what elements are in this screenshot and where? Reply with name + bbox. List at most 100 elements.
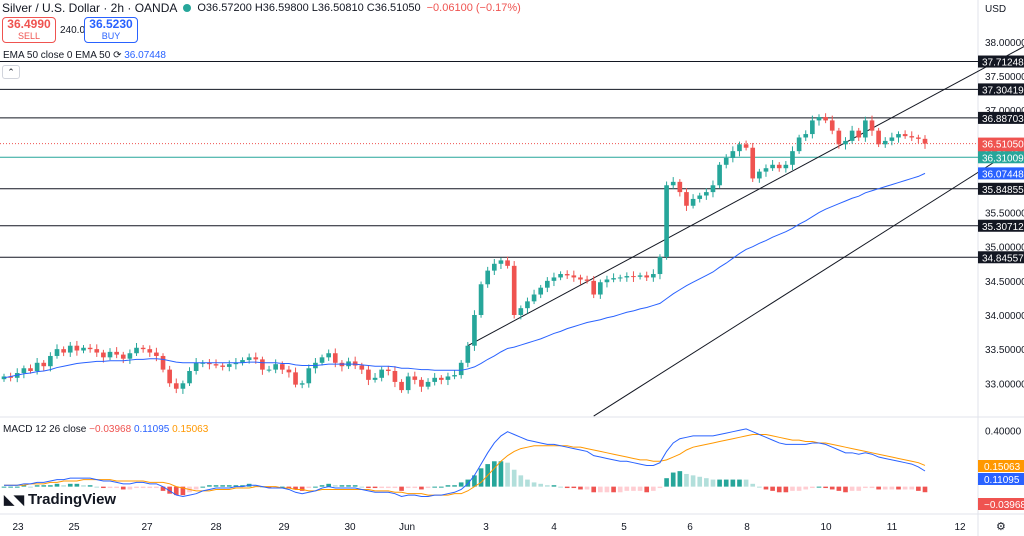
candle-body [140,347,146,350]
candles [1,113,928,394]
candle-body [478,284,484,315]
macd-histogram-bar [240,485,245,487]
candle-body [704,192,709,196]
macd-histogram-bar [770,486,775,491]
macd-histogram-bar [8,486,13,488]
macd-histogram-bar [452,485,457,487]
macd-histogram-bar [790,486,795,491]
sell-button[interactable]: 36.4990 SELL [2,17,56,43]
macd-histogram-bar [909,486,915,490]
candle-body [160,355,166,370]
candle-body [319,357,325,363]
macd-histogram-bar [670,472,676,487]
candle-body [94,349,100,353]
channel-lower-line [593,142,1024,417]
macd-histogram-bar [385,486,391,489]
macd-histogram-bar [876,486,881,490]
time-tick-label: 29 [278,522,290,533]
price-tick-label: 34.50000 [985,277,1024,288]
tradingview-logo-icon: ◣◥ [4,491,24,507]
macd-histogram-bar [631,486,636,491]
candle-body [253,357,259,360]
candle-body [419,379,424,387]
candle-body [127,353,133,359]
candle-body [869,120,875,131]
price-label: 35.30712 [982,222,1024,233]
macd-histogram-bar [757,486,762,488]
time-tick-label: 12 [954,522,966,533]
macd-histogram-bar [922,486,928,493]
candle-body [273,364,278,370]
candle-body [180,383,186,389]
macd-histogram-bar [591,486,597,493]
macd-label: −0.03968 [984,500,1024,511]
macd-histogram-bar [154,486,159,489]
time-tick-label: 10 [820,522,832,533]
sell-label: SELL [17,31,41,41]
candle-body [644,275,650,278]
candle-body [306,368,312,384]
macd-histogram-bar [200,486,206,488]
candle-body [399,381,404,391]
tradingview-logo[interactable]: ◣◥ TradingView [4,491,116,508]
symbol-title[interactable]: Silver / U.S. Dollar · 2h · OANDA [2,1,178,15]
macd-histogram-bar [531,482,537,487]
currency-label[interactable]: USD [985,4,1007,15]
macd-histogram-bar [266,486,272,489]
price-label: 36.51050 [982,140,1024,151]
macd-histogram-bar [41,485,47,487]
macd-histogram-bar [624,486,630,491]
macd-line [4,428,926,498]
candle-body [591,280,597,295]
candle-body [8,376,13,378]
collapse-legend-icon[interactable]: ⌃ [2,65,20,79]
sell-price: 36.4990 [7,17,51,31]
price-label-box [978,111,1024,124]
ema-settings-icon[interactable]: ⟳ [113,50,122,61]
macd-histogram-bar [505,462,510,487]
candle-body [392,370,398,382]
candle-body [876,130,881,145]
candle-body [551,277,557,281]
macd-histogram-bar [412,486,418,489]
candle-body [379,369,384,378]
candle-body [87,347,93,350]
macd-histogram-bar [677,471,683,487]
macd-histogram-bar [551,485,557,487]
time-tick-label: 25 [68,522,80,533]
macd-histogram-bar [518,475,524,487]
time-tick-label: 5 [621,522,627,533]
macd-histogram-bar [372,486,378,489]
macd-histogram-bar [120,486,126,490]
buy-price: 36.5230 [89,17,133,31]
price-tick-label: 38.00000 [985,38,1024,49]
macd-histogram-bar [346,485,351,487]
macd-legend[interactable]: MACD 12 26 close −0.03968 0.11095 0.1506… [3,424,208,435]
candle-body [498,260,504,264]
macd-histogram-bar [690,475,696,487]
macd-histogram-bar [916,486,921,491]
buy-label: BUY [101,31,121,41]
price-label-box [978,251,1024,264]
macd-histogram-bar [836,486,842,491]
candle-body [558,274,563,278]
macd-histogram-bar [127,486,133,490]
macd-label: 0.11095 [984,475,1020,486]
macd-histogram-bar [472,475,477,487]
macd-histogram-bar [313,486,318,488]
buy-button[interactable]: 36.5230 BUY [84,17,138,43]
candle-body [564,274,570,276]
macd-histogram-bar [478,468,484,487]
candle-body [21,368,27,374]
candle-body [757,171,762,179]
candle-body [863,120,868,138]
macd-histogram-bar [193,486,199,490]
macd-histogram-bar [54,483,60,487]
macd-histogram-bar [293,486,298,490]
chart-header: Silver / U.S. Dollar · 2h · OANDA O36.57… [0,0,521,16]
ema-legend[interactable]: EMA 50 close 0 EMA 50 ⟳ 36.07448 [3,50,166,61]
price-label: 36.07448 [982,169,1024,180]
candle-body [657,256,663,275]
macd-histogram-bar [173,486,179,496]
